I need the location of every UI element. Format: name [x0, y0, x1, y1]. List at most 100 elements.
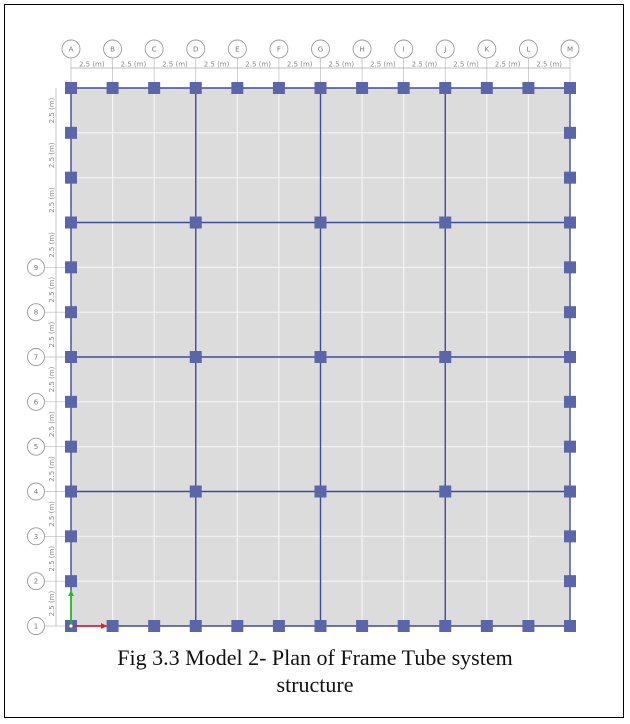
dimension-label-top: 2.5 (m): [536, 61, 562, 69]
column: [314, 351, 327, 363]
dimension-label-left: 2.5 (m): [48, 321, 56, 347]
column: [480, 620, 493, 632]
column: [564, 126, 576, 139]
column: [564, 261, 576, 274]
column: [106, 620, 119, 632]
grid-bubble-y-label: 5: [34, 443, 38, 451]
column: [189, 82, 202, 94]
column: [439, 620, 452, 632]
dimension-label-left: 2.5 (m): [48, 501, 56, 527]
column: [189, 351, 202, 363]
column: [564, 530, 576, 543]
dimension-label-left: 2.5 (m): [48, 411, 56, 437]
column: [439, 82, 452, 94]
column: [356, 82, 369, 94]
dimension-label-top: 2.5 (m): [412, 61, 438, 69]
column: [564, 395, 576, 408]
grid-bubble-x-label: G: [318, 46, 323, 54]
column: [65, 261, 77, 274]
column: [397, 82, 410, 94]
dimension-label-top: 2.5 (m): [495, 61, 521, 69]
column: [314, 485, 327, 498]
grid-bubble-y-label: 2: [34, 578, 38, 586]
column: [564, 82, 576, 94]
column: [65, 395, 77, 408]
column: [397, 620, 410, 632]
figure-caption: Fig 3.3 Model 2- Plan of Frame Tube syst…: [0, 644, 630, 698]
dimension-label-left: 2.5 (m): [48, 187, 56, 213]
column: [564, 440, 576, 453]
grid-bubble-x-label: D: [193, 46, 198, 54]
dimension-label-left: 2.5 (m): [48, 97, 56, 123]
grid-bubble-x-label: H: [359, 46, 364, 54]
column: [65, 171, 77, 184]
caption-line-1: Fig 3.3 Model 2- Plan of Frame Tube syst…: [117, 645, 513, 670]
grid-bubble-x-label: M: [567, 46, 573, 54]
dimension-label-left: 2.5 (m): [48, 546, 56, 572]
column: [522, 620, 535, 632]
grid-bubble-y-label: 4: [34, 488, 39, 496]
caption-line-2: structure: [276, 672, 354, 697]
column: [564, 485, 576, 498]
column: [356, 620, 369, 632]
grid-bubble-x-label: I: [403, 46, 405, 54]
column: [314, 82, 327, 94]
grid-bubble-x-label: K: [485, 46, 490, 54]
dimension-label-top: 2.5 (m): [204, 61, 230, 69]
grid-bubble-x-label: E: [235, 46, 239, 54]
column: [189, 216, 202, 229]
column: [231, 620, 244, 632]
grid-bubble-x-label: C: [152, 46, 157, 54]
column: [439, 216, 452, 229]
grid-bubble-y-label: 3: [34, 533, 38, 541]
column: [522, 82, 535, 94]
column: [189, 485, 202, 498]
y-axis-arrowhead: [68, 590, 74, 596]
dimension-label-left: 2.5 (m): [48, 142, 56, 168]
grid-bubble-x-label: B: [110, 46, 115, 54]
dimension-label-left: 2.5 (m): [48, 590, 56, 616]
dimension-label-left: 2.5 (m): [48, 456, 56, 482]
dimension-label-left: 2.5 (m): [48, 366, 56, 392]
dimension-label-top: 2.5 (m): [121, 61, 147, 69]
xy-axis-icon: [68, 623, 74, 629]
column: [314, 620, 327, 632]
grid-bubble-x-label: A: [69, 46, 74, 54]
grid-bubble-y-label: 8: [34, 309, 38, 317]
grid-bubble-y-label: 9: [34, 264, 38, 272]
dimension-label-top: 2.5 (m): [328, 61, 354, 69]
column: [148, 82, 161, 94]
dimension-label-left: 2.5 (m): [48, 277, 56, 303]
grid-bubble-y-label: 7: [34, 354, 38, 362]
dimension-label-top: 2.5 (m): [287, 61, 313, 69]
column: [564, 351, 576, 363]
grid-bubble-y-label: 1: [34, 623, 38, 631]
column: [65, 306, 77, 319]
dimension-label-top: 2.5 (m): [453, 61, 479, 69]
column: [65, 126, 77, 139]
dimension-label-top: 2.5 (m): [245, 61, 271, 69]
floor-plan: A B C D E F G H I J K L M 2.5 (m) 2.5 (m) 2.5 (m) 2.5 (m…: [27, 39, 580, 635]
column: [65, 82, 77, 94]
column: [564, 306, 576, 319]
column: [65, 440, 77, 453]
column: [189, 620, 202, 632]
column: [65, 485, 77, 498]
column: [65, 351, 77, 363]
column: [231, 82, 244, 94]
figure-frame: [4, 4, 624, 718]
column: [65, 530, 77, 543]
grid-bubble-x-label: L: [526, 46, 530, 54]
column: [272, 82, 285, 94]
column: [106, 82, 119, 94]
dimension-label-left: 2.5 (m): [48, 232, 56, 258]
grid-bubble-x-label: J: [443, 46, 446, 54]
grid-bubble-y-label: 6: [34, 398, 39, 406]
column: [564, 575, 576, 588]
dimension-label-top: 2.5 (m): [370, 61, 396, 69]
column: [65, 575, 77, 588]
column: [439, 485, 452, 498]
column: [564, 171, 576, 184]
column: [439, 351, 452, 363]
column: [564, 620, 576, 632]
